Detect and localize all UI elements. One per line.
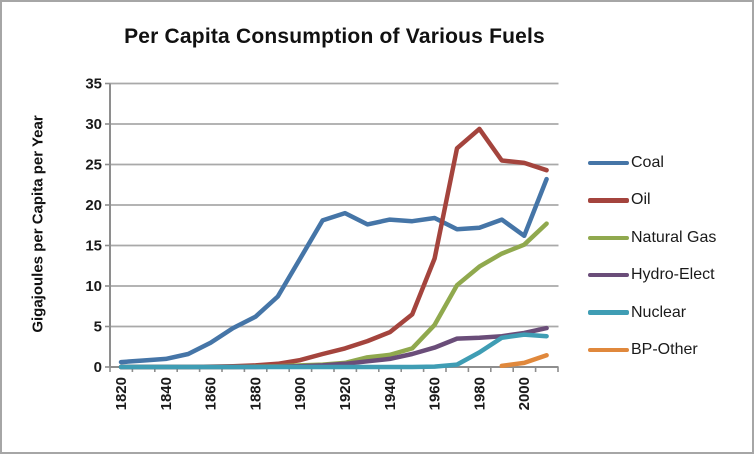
legend-label-nuclear: Nuclear <box>631 303 687 321</box>
legend-item-nuclear: Nuclear <box>588 303 686 323</box>
legend-label-bp-other: BP-Other <box>631 341 698 358</box>
series-line-nuclear <box>118 332 549 370</box>
legend-item-oil: Oil <box>588 190 651 210</box>
y-tick-label: 0 <box>94 359 102 376</box>
y-tick-label: 15 <box>85 238 102 255</box>
x-tick-label: 1840 <box>158 377 175 410</box>
legend-swatch-natural-gas <box>588 235 629 241</box>
y-tick-label: 10 <box>85 278 102 295</box>
legend-label-natural-gas: Natural Gas <box>631 228 717 246</box>
legend-item-natural-gas: Natural Gas <box>588 228 716 248</box>
legend-swatch-nuclear <box>588 310 629 315</box>
x-tick-label: 1980 <box>471 377 488 410</box>
legend-label-oil: Oil <box>631 191 651 209</box>
legend-label-coal: Coal <box>631 154 664 171</box>
x-tick-label: 1880 <box>247 377 264 410</box>
series-line-coal <box>118 176 549 365</box>
legend-swatch-hydro-elect <box>588 272 629 278</box>
x-tick-label: 1960 <box>427 377 444 410</box>
x-tick-label: 1820 <box>113 377 130 410</box>
legend-swatch-bp-other <box>588 347 629 353</box>
y-tick-label: 25 <box>85 157 102 174</box>
y-tick-label: 5 <box>94 319 102 336</box>
x-tick-label: 1860 <box>203 377 220 410</box>
y-tick-label: 30 <box>85 116 102 133</box>
y-tick-label: 35 <box>85 76 102 93</box>
legend-swatch-coal <box>588 160 629 166</box>
legend-item-coal: Coal <box>588 153 664 173</box>
legend-label-hydro-elect: Hydro-Elect <box>631 266 715 284</box>
legend-swatch-oil <box>588 198 629 203</box>
x-tick-label: 2000 <box>516 377 533 410</box>
series-line-bp-other <box>499 353 549 369</box>
x-tick-label: 1900 <box>292 377 309 410</box>
x-tick-label: 1940 <box>382 377 399 410</box>
legend-item-hydro-elect: Hydro-Elect <box>588 265 715 285</box>
y-tick-label: 20 <box>85 197 102 214</box>
x-tick-label: 1920 <box>337 377 354 410</box>
chart-title: Per Capita Consumption of Various Fuels <box>124 25 545 48</box>
legend-item-bp-other: BP-Other <box>588 340 698 360</box>
